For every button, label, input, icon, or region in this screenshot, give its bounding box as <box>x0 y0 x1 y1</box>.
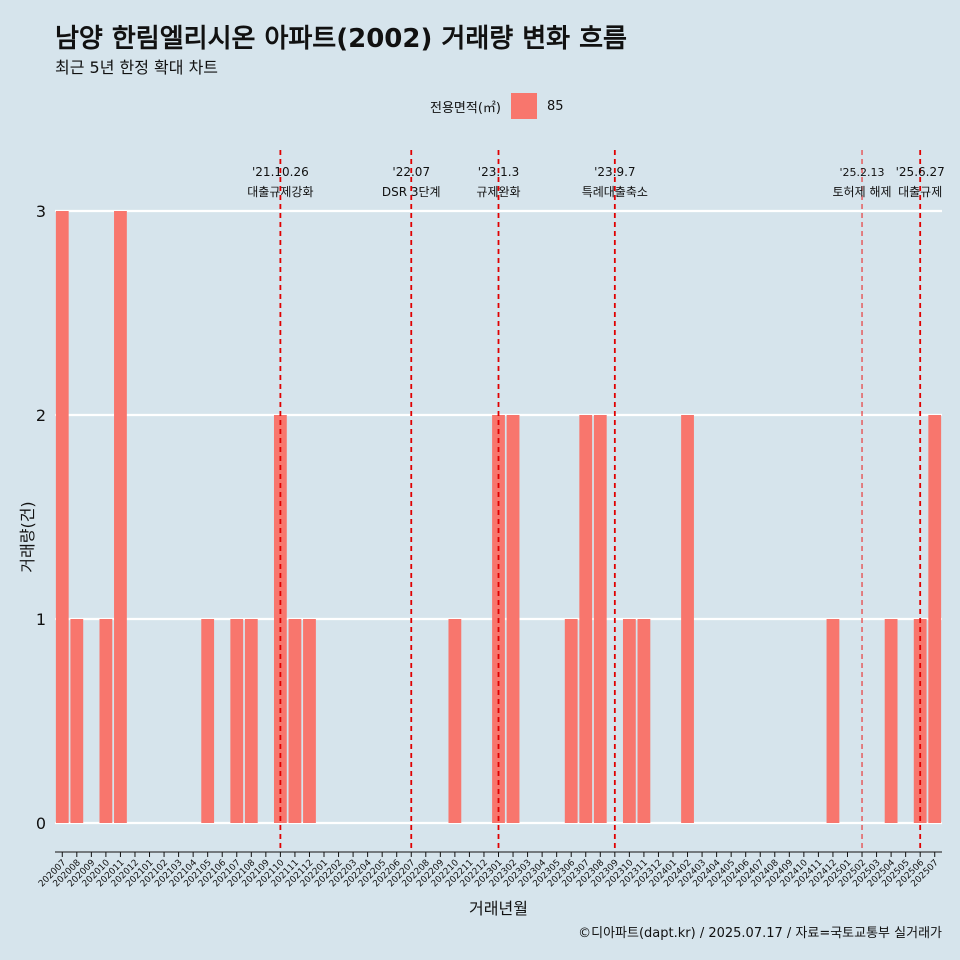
bar-202504 <box>884 619 898 823</box>
annotation-date-4: '25.2.13 <box>840 166 885 179</box>
y-tick-label-2: 2 <box>36 406 46 425</box>
annotation-label-5: 대출규제 <box>898 185 942 199</box>
annotation-date-2: '23.1.3 <box>478 165 519 179</box>
annotation-date-5: '25.6.27 <box>896 165 945 179</box>
annotation-label-1: DSR 3단계 <box>382 185 441 199</box>
bar-202011 <box>114 211 127 823</box>
annotations: '21.10.26 대출규제강화 '22.07 DSR 3단계 '23.1.3 규제완화 '… <box>247 150 945 848</box>
chart-subtitle: 최근 5년 한정 확대 차트 <box>55 58 219 77</box>
bar-202308 <box>593 415 607 823</box>
bar-202107 <box>230 619 244 823</box>
annotation-label-3: 특례대출축소 <box>582 185 648 199</box>
x-axis: 2020072020082020092020102020112020122021… <box>37 851 942 918</box>
y-tick-label-1: 1 <box>36 610 46 629</box>
source-caption: ©디아파트(dapt.kr) / 2025.07.17 / 자료=국토교통부 실… <box>578 926 942 941</box>
annotation-label-2: 규제완화 <box>476 185 520 199</box>
bar-202112 <box>303 619 316 823</box>
bar-202310 <box>622 619 636 823</box>
bar-202302 <box>506 415 520 823</box>
bar-202307 <box>579 415 593 823</box>
bar-202010 <box>99 619 113 823</box>
bar-202306 <box>564 619 578 823</box>
annotation-label-0: 대출규제강화 <box>247 185 313 199</box>
x-axis-label: 거래년월 <box>469 899 528 918</box>
bar-202412 <box>826 619 840 823</box>
bar-202111 <box>288 619 302 823</box>
legend-label: 85 <box>546 98 564 114</box>
bar-202108 <box>244 619 258 823</box>
bar-202210 <box>448 619 462 823</box>
bars <box>55 211 942 823</box>
annotation-label-4: 토허제 해제 <box>833 185 892 199</box>
legend: 전용면적(㎡) 85 <box>430 93 564 119</box>
chart-title: 남양 한림엘리시온 아파트(2002) 거래량 변화 흐름 <box>55 24 627 54</box>
bar-202008 <box>70 619 84 823</box>
bar-202311 <box>637 619 651 823</box>
bar-202402 <box>681 415 694 823</box>
y-tick-label-3: 3 <box>36 202 46 221</box>
legend-swatch <box>510 93 537 119</box>
y-axis: 0 1 2 3 거래량(건) <box>18 202 46 833</box>
annotation-date-3: '23.9.7 <box>594 165 635 179</box>
annotation-date-1: '22.07 <box>392 165 430 179</box>
bar-202105 <box>201 619 215 823</box>
bar-202507 <box>928 415 942 823</box>
annotation-date-0: '21.10.26 <box>252 165 309 179</box>
y-axis-label: 거래량(건) <box>18 501 37 572</box>
y-tick-label-0: 0 <box>36 814 46 833</box>
legend-title: 전용면적(㎡) <box>430 100 501 116</box>
bar-202007 <box>55 211 69 823</box>
